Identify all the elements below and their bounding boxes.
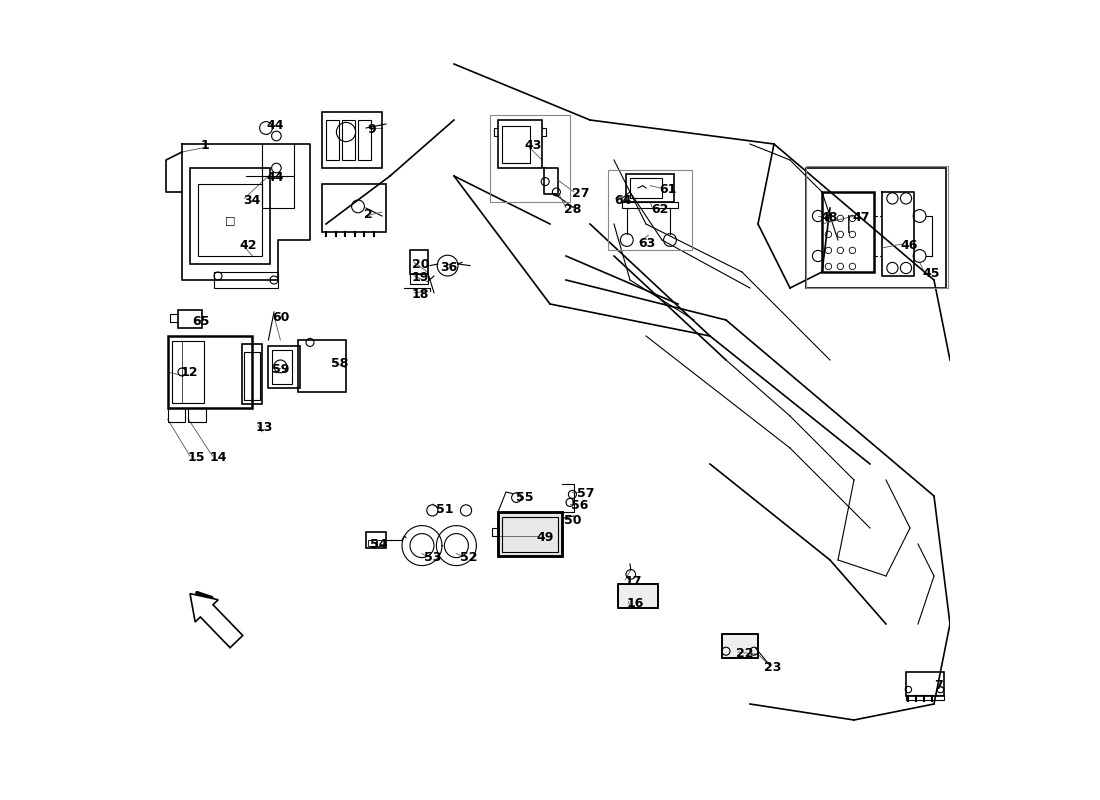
Bar [377, 540, 385, 546]
Bar [822, 192, 875, 272]
Bar [806, 166, 948, 288]
FancyArrow shape [190, 594, 243, 648]
Text: 12: 12 [180, 366, 198, 379]
Bar [358, 120, 371, 160]
Text: 34: 34 [243, 194, 261, 206]
Text: 45: 45 [923, 267, 940, 280]
Text: 55: 55 [516, 491, 534, 504]
Text: □: □ [224, 215, 235, 225]
Bar [326, 120, 339, 160]
Bar [272, 350, 292, 384]
Text: 15: 15 [188, 451, 205, 464]
Text: 44: 44 [267, 119, 284, 132]
Text: 62: 62 [651, 203, 668, 216]
Text: 9: 9 [367, 123, 376, 136]
Text: 63: 63 [638, 237, 656, 250]
Text: 60: 60 [273, 311, 289, 324]
Text: 43: 43 [525, 139, 542, 152]
Text: 42: 42 [240, 239, 257, 252]
Text: 44: 44 [267, 171, 284, 184]
Text: 65: 65 [192, 315, 210, 328]
Text: 1: 1 [200, 139, 209, 152]
Text: 19: 19 [411, 271, 429, 284]
Text: 59: 59 [273, 363, 289, 376]
Bar [173, 341, 205, 403]
Text: 46: 46 [901, 239, 917, 252]
Bar [268, 346, 300, 388]
Bar [366, 532, 386, 548]
Text: 49: 49 [537, 531, 553, 544]
Bar [722, 634, 758, 658]
Text: 7: 7 [934, 679, 943, 692]
Text: 17: 17 [625, 575, 642, 588]
Text: 57: 57 [578, 487, 595, 500]
Text: 16: 16 [627, 597, 645, 610]
Bar [607, 170, 692, 250]
Text: 18: 18 [411, 288, 429, 301]
Text: 48: 48 [821, 211, 838, 224]
Text: 22: 22 [736, 647, 754, 660]
Text: 64: 64 [614, 194, 631, 206]
Text: 47: 47 [852, 211, 870, 224]
Text: 50: 50 [564, 514, 582, 526]
Bar [410, 274, 428, 284]
Bar [498, 120, 542, 168]
Bar [498, 512, 562, 556]
Text: 61: 61 [659, 183, 676, 196]
Bar [322, 184, 386, 232]
Bar [490, 115, 570, 202]
Bar [178, 310, 202, 328]
Text: 54: 54 [370, 538, 387, 550]
Bar [618, 584, 658, 608]
Text: 52: 52 [461, 551, 477, 564]
Bar [342, 120, 355, 160]
Text: 2: 2 [364, 208, 372, 221]
Bar [906, 695, 945, 700]
Bar [167, 408, 185, 422]
Bar [158, 156, 178, 180]
Text: 20: 20 [411, 258, 429, 270]
Bar [806, 168, 946, 288]
Text: 36: 36 [440, 261, 458, 274]
Text: 27: 27 [572, 187, 590, 200]
Bar [190, 168, 270, 264]
Text: 23: 23 [764, 661, 782, 674]
Bar [242, 344, 262, 404]
Text: 53: 53 [425, 551, 442, 564]
Bar [410, 250, 428, 274]
Text: |: | [846, 215, 851, 233]
Text: 56: 56 [571, 499, 588, 512]
Bar [630, 178, 662, 198]
Bar [244, 352, 261, 400]
Bar [626, 174, 674, 202]
Text: 28: 28 [564, 203, 582, 216]
Bar [167, 336, 252, 408]
Bar [722, 634, 758, 658]
Bar [198, 184, 262, 256]
Bar [368, 540, 376, 546]
Bar [906, 672, 945, 696]
Text: 13: 13 [255, 421, 273, 434]
Text: 58: 58 [331, 357, 349, 370]
Bar [498, 512, 562, 556]
Text: 51: 51 [437, 503, 454, 516]
Bar [188, 408, 206, 422]
Bar [502, 126, 530, 163]
Text: 14: 14 [210, 451, 228, 464]
Bar [298, 340, 346, 392]
Bar [322, 112, 382, 168]
Bar [502, 517, 558, 552]
Bar [618, 584, 658, 608]
